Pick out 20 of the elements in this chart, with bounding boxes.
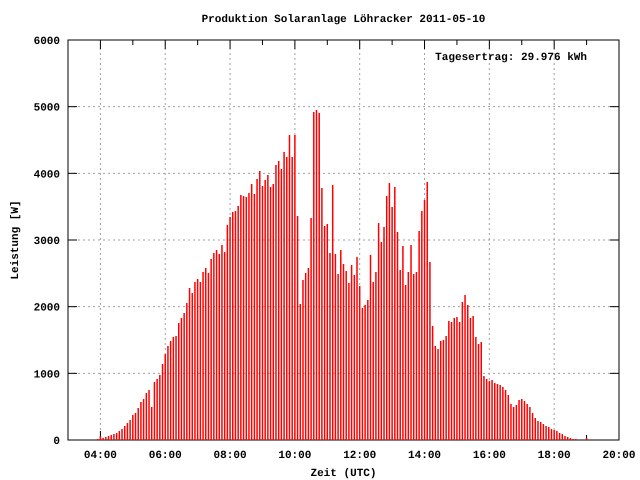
y-tick-label: 3000 bbox=[34, 236, 60, 248]
x-tick-label: 20:00 bbox=[602, 450, 636, 462]
chart-title: Produktion Solaranlage Löhracker 2011-05-10 bbox=[202, 14, 486, 26]
y-tick-label: 4000 bbox=[34, 169, 60, 182]
y-tick-label: 5000 bbox=[34, 102, 60, 115]
annotation: Tagesertrag: 29.976 kWh bbox=[435, 52, 587, 64]
y-tick-label: 1000 bbox=[34, 369, 60, 382]
x-axis-title: Zeit (UTC) bbox=[310, 468, 377, 480]
x-tick-label: 18:00 bbox=[538, 450, 571, 462]
x-tick-label: 14:00 bbox=[408, 450, 442, 462]
x-tick-label: 10:00 bbox=[278, 450, 312, 462]
y-tick-label: 6000 bbox=[34, 36, 60, 48]
x-tick-label: 08:00 bbox=[214, 450, 247, 462]
y-axis-title: Leistung [W] bbox=[10, 200, 22, 280]
x-tick-label: 16:00 bbox=[472, 450, 506, 462]
y-tick-label: 2000 bbox=[34, 302, 60, 315]
y-tick-label: 0 bbox=[53, 436, 60, 448]
x-tick-label: 12:00 bbox=[343, 450, 376, 462]
x-tick-label: 04:00 bbox=[84, 450, 117, 462]
x-tick-label: 06:00 bbox=[148, 450, 182, 462]
